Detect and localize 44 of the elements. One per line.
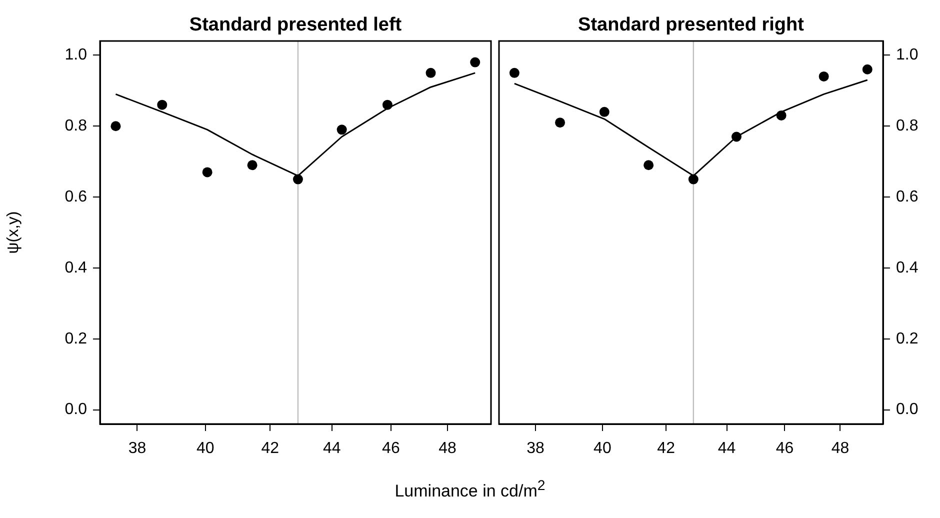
x-tick-label: 46	[776, 440, 794, 458]
point	[247, 160, 258, 170]
point	[336, 124, 347, 135]
point	[644, 160, 654, 170]
point	[292, 174, 303, 184]
y2-tick-label: 0.4	[896, 259, 918, 276]
point	[818, 71, 829, 82]
chart-title: Standard presented right	[578, 14, 805, 36]
x-tick-label: 40	[196, 440, 214, 458]
point	[555, 118, 566, 128]
x-tick-label: 48	[831, 440, 850, 458]
x-tick-label: 44	[323, 440, 341, 458]
point	[862, 64, 872, 74]
y-tick-label: 0.8	[64, 118, 88, 135]
y2-tick-label: 1.0	[896, 46, 918, 64]
y-tick-label: 0.4	[64, 259, 88, 276]
x-tick-label: 46	[382, 440, 400, 458]
y-tick-label: 0.0	[64, 401, 88, 418]
x-tick-label: 38	[526, 440, 545, 458]
point	[731, 132, 742, 142]
y2-tick-label: 0.8	[896, 118, 918, 135]
point	[202, 167, 212, 178]
x-tick-label: 44	[718, 440, 736, 458]
point	[157, 100, 168, 110]
y-tick-label: 0.2	[64, 330, 88, 348]
point	[688, 174, 698, 184]
x-tick-label: 48	[438, 440, 456, 458]
y-tick-label: 1.0	[64, 46, 88, 64]
point	[599, 106, 610, 117]
y2-tick-label: 0.0	[896, 401, 918, 418]
chart-title: Standard presented left	[189, 14, 402, 36]
x-tick-label: 40	[594, 440, 612, 458]
point	[426, 68, 436, 78]
x-axis-title: Luminance in cd/m$^{2}$	[394, 478, 546, 502]
point	[382, 100, 392, 110]
point	[776, 110, 786, 120]
y-tick-label: 0.6	[64, 188, 88, 206]
x-tick-label: 38	[128, 440, 146, 458]
x-tick-label: 42	[261, 440, 280, 458]
point	[470, 57, 480, 68]
y2-tick-label: 0.6	[896, 188, 918, 206]
x-tick-label: 42	[657, 440, 676, 458]
y2-tick-label: 0.2	[896, 330, 918, 348]
y-axis-title: ψ(x,y)	[5, 211, 22, 254]
